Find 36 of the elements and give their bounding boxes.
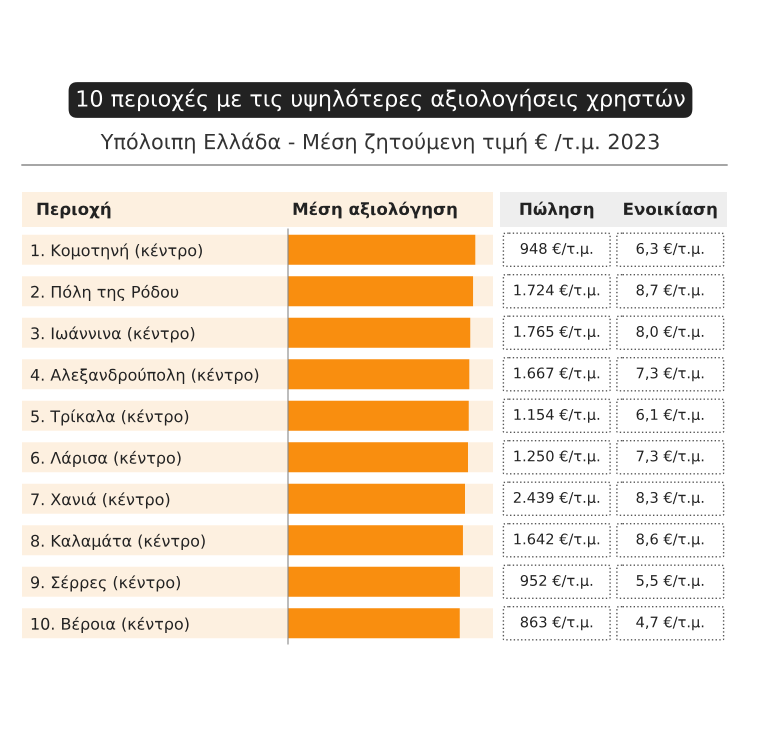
text: 952 €/τ.μ. [520, 574, 592, 589]
text: 1.765 €/τ.μ. [514, 326, 600, 340]
y-tick-label: 9. Σέρρες (κέντρο) [31, 575, 180, 592]
text: 1.154 €/τ.μ. [514, 408, 600, 423]
y-axis-title: Περιοχή [38, 202, 110, 218]
y-tick-label: 6. Λάρισα (κέντρο) [31, 450, 181, 467]
text: 948 €/τ.μ. [520, 242, 592, 257]
y-tick-label: 3. Ιωάννινα (κέντρο) [31, 326, 194, 342]
text: 8,3 €/τ.μ. [636, 492, 704, 506]
text: 4,7 €/τ.μ. [636, 616, 704, 630]
text: 8,6 €/τ.μ. [636, 533, 704, 548]
text: 1.642 €/τ.μ. [514, 533, 600, 548]
y-tick-label: 10. Βέροια (κέντρο) [32, 616, 189, 633]
chart-title: 10 περιοχές με τις υψηλότερες αξιολογήσεις χρηστών [78, 88, 685, 112]
text: 7,3 €/τ.μ. [636, 367, 704, 382]
y-tick-label: 7. Χανιά (κέντρο) [31, 492, 170, 508]
y-tick-label: 8. Καλαμάτα (κέντρο) [31, 534, 205, 550]
text: 6,1 €/τ.μ. [636, 408, 704, 423]
category-label: Πώληση [520, 202, 594, 218]
text: 863 €/τ.μ. [520, 616, 592, 630]
y-tick-label: 2. Πόλη της Ρόδου [31, 284, 178, 301]
chart-subtitle: Υπόλοιπη Ελλάδα - Μέση ζητούμενη τιμή € /τ.μ. 2023 [100, 132, 659, 154]
text: 8,0 €/τ.μ. [636, 326, 704, 340]
text: 6,3 €/τ.μ. [636, 242, 704, 257]
text: 1.724 €/τ.μ. [514, 284, 600, 298]
y-tick-label: 1. Κομοτηνή (κέντρο) [32, 243, 202, 260]
y-tick-label: 4. Αλεξανδρούπολη (κέντρο) [30, 368, 258, 384]
text: 1.667 €/τ.μ. [514, 367, 600, 382]
y-tick-label: 5. Τρίκαλα (κέντρο) [31, 409, 188, 426]
text: 1.250 €/τ.μ. [514, 450, 600, 464]
category-label: Ενοικίαση [624, 202, 717, 218]
text: 7,3 €/τ.μ. [636, 450, 704, 464]
x-axis-title: Μέση αξιολόγηση [294, 202, 457, 218]
text: 5,5 €/τ.μ. [636, 574, 704, 589]
text: 2.439 €/τ.μ. [514, 492, 600, 506]
text: 8,7 €/τ.μ. [636, 284, 704, 298]
